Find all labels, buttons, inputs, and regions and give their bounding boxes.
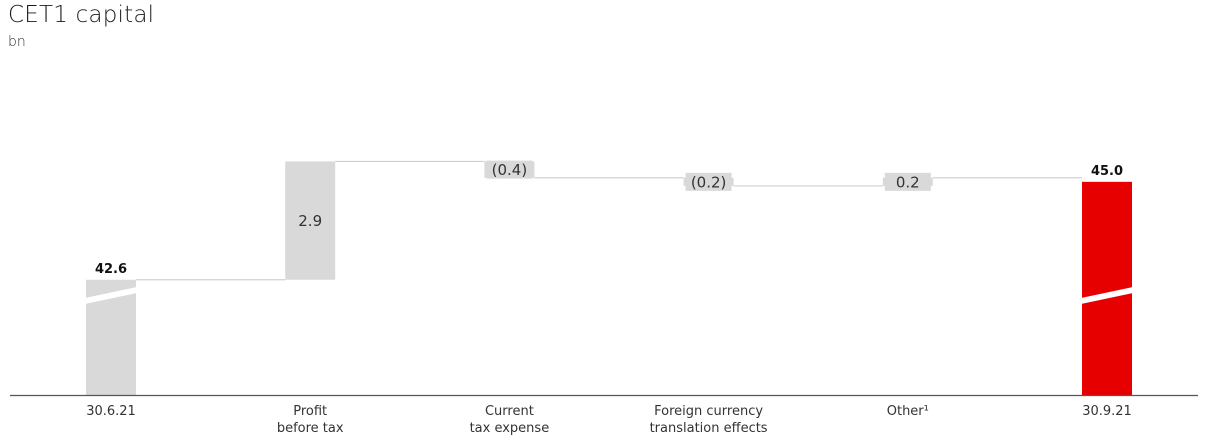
chart-unit: bn — [8, 34, 26, 50]
value-label-2: (0.4) — [492, 161, 528, 179]
value-label-0: 42.6 — [95, 262, 127, 277]
connector-lines — [136, 160, 1082, 281]
category-label-3-0: Foreign currency — [654, 404, 763, 419]
bars — [85, 160, 1133, 395]
axis-break-0 — [85, 287, 137, 304]
label-box-3 — [685, 172, 732, 191]
category-label-1-0: Profit — [293, 404, 327, 419]
category-label-4-0: Other¹ — [887, 404, 929, 419]
bar-5 — [1082, 181, 1132, 395]
value-label-1: 2.9 — [298, 212, 322, 230]
label-box-2 — [486, 160, 533, 179]
bar-1 — [285, 161, 336, 280]
category-label-1-1: before tax — [277, 421, 344, 436]
category-label-5-0: 30.9.21 — [1082, 404, 1132, 419]
value-label-5: 45.0 — [1091, 164, 1123, 179]
value-label-3: (0.2) — [691, 173, 727, 191]
chart-title: CET1 capital — [8, 2, 155, 28]
category-label-3-1: translation effects — [650, 421, 768, 436]
axis-break-5 — [1081, 287, 1133, 304]
category-label-2-1: tax expense — [470, 421, 550, 436]
category-label-2-0: Current — [485, 404, 534, 419]
category-labels: 30.6.21 Profit before tax Current tax expens… — [86, 404, 1132, 436]
label-box-4 — [884, 172, 931, 191]
category-label-0-0: 30.6.21 — [86, 404, 136, 419]
value-labels: 42.6 2.9 (0.4) (0.2) 0.2 45.0 — [95, 161, 1123, 277]
value-label-4: 0.2 — [896, 173, 920, 191]
